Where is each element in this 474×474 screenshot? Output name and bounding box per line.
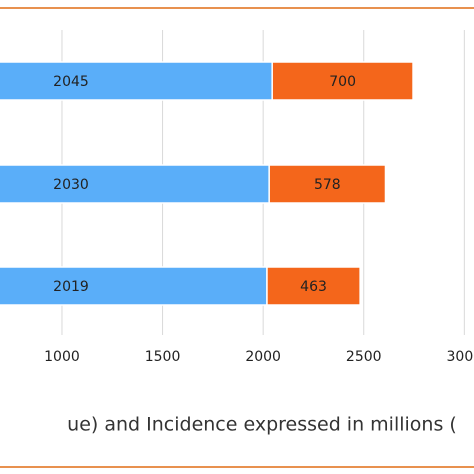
value-label: 463: [300, 279, 327, 295]
value-label: 2045: [53, 74, 89, 90]
x-tick-label: 2500: [346, 349, 382, 365]
value-label: 578: [314, 177, 341, 193]
bar-segment: [271, 61, 414, 101]
value-label: 700: [329, 74, 356, 90]
x-axis-label: ue) and Incidence expressed in millions …: [67, 414, 457, 436]
value-label: 2030: [53, 177, 89, 193]
bar-segment: [268, 164, 387, 204]
x-tick-label: 1000: [44, 349, 80, 365]
x-tick-label: 3000: [447, 349, 474, 365]
bar-segment: [0, 164, 270, 204]
bar-segment: [0, 266, 268, 306]
x-tick-label: 1500: [145, 349, 181, 365]
value-label: 2019: [53, 279, 89, 295]
bar-segment: [0, 61, 273, 101]
x-tick-label: 2000: [245, 349, 281, 365]
bar-segment: [266, 266, 361, 306]
